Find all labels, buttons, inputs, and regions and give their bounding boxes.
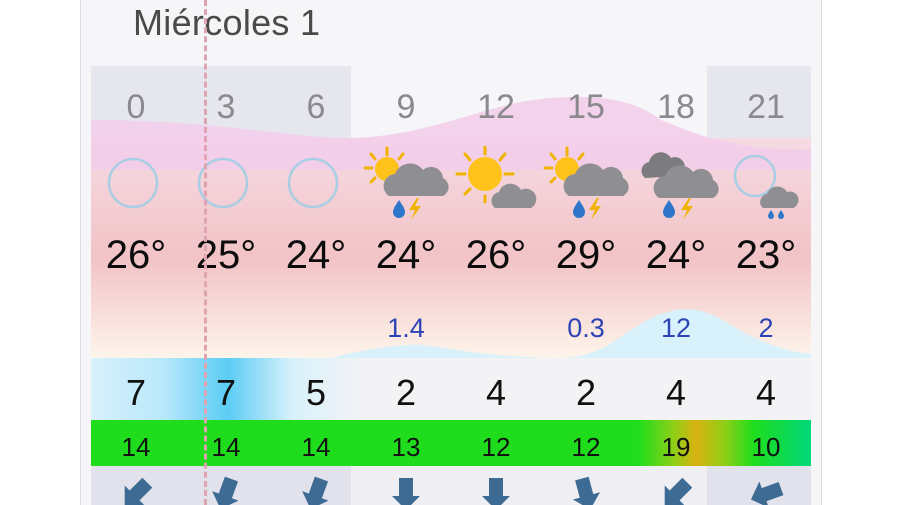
wind-gust-value: 10 bbox=[751, 432, 781, 462]
precipitation-value: 12 bbox=[660, 313, 692, 343]
temperature-value: 26° bbox=[105, 233, 167, 277]
wind-speed-value: 2 bbox=[395, 372, 417, 413]
wind-direction-arrow-icon bbox=[91, 472, 181, 505]
sun-cloud-icon bbox=[451, 146, 541, 222]
hour-label: 6 bbox=[306, 88, 326, 126]
forecast-panel[interactable]: Miércoles 1 0 3 6 9 12 15 18 21 bbox=[80, 0, 822, 505]
hour-label: 18 bbox=[657, 88, 695, 126]
temperature-value: 24° bbox=[375, 233, 437, 277]
wind-band bbox=[91, 358, 811, 420]
night-shade-late bbox=[707, 66, 811, 138]
wind-gust-value: 14 bbox=[301, 432, 331, 462]
temperature-value: 23° bbox=[735, 233, 797, 277]
clear-night-icon bbox=[91, 146, 181, 222]
wind-direction-arrow-icon bbox=[451, 472, 541, 505]
hour-label: 15 bbox=[567, 88, 605, 126]
wind-gust-value: 12 bbox=[481, 432, 511, 462]
precipitation-value: 1.4 bbox=[387, 313, 425, 343]
wind-speed-value: 7 bbox=[125, 372, 147, 413]
temperature-value: 24° bbox=[285, 233, 347, 277]
precipitation-value: 2 bbox=[758, 313, 774, 343]
wind-speed-value: 4 bbox=[665, 372, 687, 413]
wind-speed-value: 5 bbox=[305, 372, 327, 413]
wind-speed-value: 2 bbox=[575, 372, 597, 413]
temperature-value: 26° bbox=[465, 233, 527, 277]
wind-direction-arrow-icon bbox=[271, 472, 361, 505]
clear-night-cloud-rain-icon bbox=[721, 146, 811, 222]
day-title: Miércoles 1 bbox=[133, 2, 321, 43]
temperature-value: 25° bbox=[195, 233, 257, 277]
hourly-forecast-table[interactable]: Miércoles 1 0 3 6 9 12 15 18 21 bbox=[91, 0, 811, 505]
temperature-value: 24° bbox=[645, 233, 707, 277]
wind-direction-arrow-icon bbox=[631, 472, 721, 505]
sun-cloud-rain-thunder-icon bbox=[541, 146, 631, 222]
temperature-value: 29° bbox=[555, 233, 617, 277]
gust-band bbox=[91, 420, 811, 466]
precipitation-value: 0.3 bbox=[567, 313, 605, 343]
wind-gust-value: 14 bbox=[211, 432, 241, 462]
hour-label: 3 bbox=[216, 88, 236, 126]
hour-label: 0 bbox=[126, 88, 146, 126]
wind-direction-arrow-icon bbox=[361, 472, 451, 505]
wind-gust-value: 14 bbox=[121, 432, 151, 462]
wind-gust-value: 19 bbox=[661, 432, 691, 462]
wind-speed-value: 7 bbox=[215, 372, 237, 413]
wind-gust-value: 13 bbox=[391, 432, 421, 462]
cloud-cover-area bbox=[91, 96, 811, 170]
wind-gust-value: 12 bbox=[571, 432, 601, 462]
wind-speed-value: 4 bbox=[485, 372, 507, 413]
sun-cloud-rain-thunder-icon bbox=[361, 146, 451, 222]
wind-direction-arrow-icon bbox=[181, 472, 271, 505]
clear-night-icon bbox=[271, 146, 361, 222]
wind-direction-arrow-icon bbox=[541, 472, 631, 505]
clear-night-icon bbox=[181, 146, 271, 222]
current-time-indicator bbox=[204, 0, 207, 505]
hour-label: 9 bbox=[396, 88, 416, 126]
precipitation-area bbox=[331, 309, 811, 359]
hour-label: 21 bbox=[747, 88, 785, 126]
hour-label: 12 bbox=[477, 88, 515, 126]
wind-direction-arrow-icon bbox=[721, 472, 811, 505]
wind-speed-value: 4 bbox=[755, 372, 777, 413]
cloud-rain-thunder-icon bbox=[631, 146, 721, 222]
